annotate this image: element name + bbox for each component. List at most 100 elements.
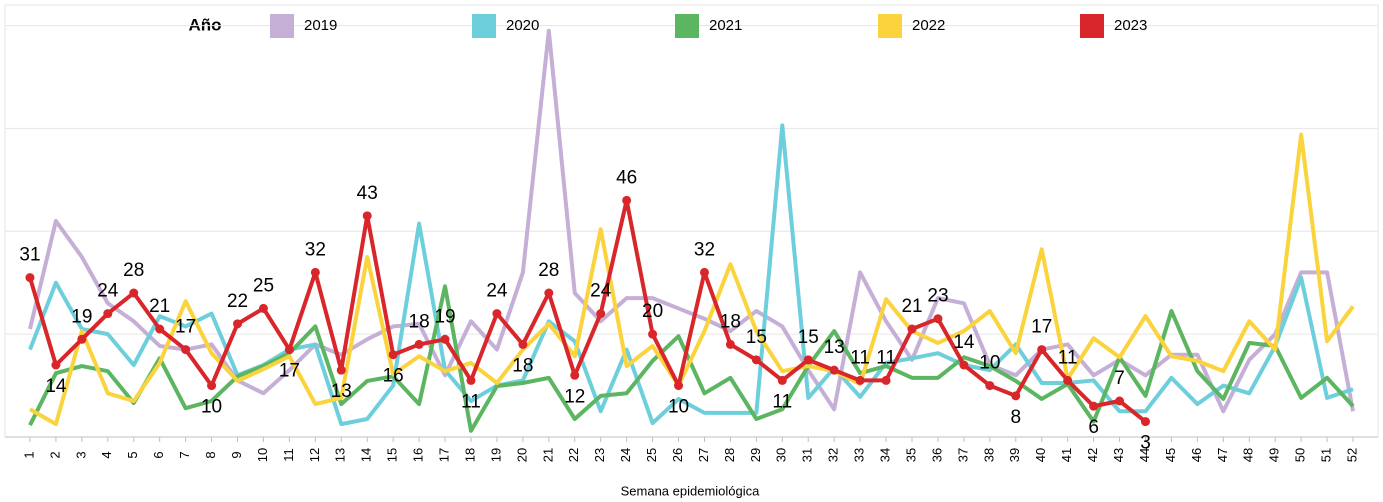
data-label: 24 — [97, 281, 119, 302]
data-label: 6 — [1088, 417, 1099, 438]
x-tick-label: 44 — [1137, 448, 1152, 462]
data-label: 22 — [227, 291, 248, 312]
data-point — [129, 288, 139, 298]
data-label: 17 — [279, 361, 300, 382]
data-point — [803, 355, 813, 365]
data-label: 19 — [71, 306, 92, 327]
data-point — [1037, 345, 1047, 355]
data-point — [777, 375, 787, 385]
data-label: 25 — [253, 275, 274, 296]
x-tick-label: 16 — [411, 448, 426, 462]
x-tick-label: 42 — [1085, 448, 1100, 462]
data-point — [518, 339, 528, 349]
data-label: 11 — [772, 391, 792, 412]
data-label: 43 — [357, 183, 378, 204]
legend-label: 2020 — [506, 17, 539, 34]
data-point — [258, 303, 268, 313]
x-tick-label: 8 — [203, 451, 218, 458]
data-label: 16 — [383, 366, 404, 387]
x-tick-label: 28 — [722, 448, 737, 462]
x-tick-label: 31 — [800, 448, 815, 462]
x-tick-label: 7 — [177, 451, 192, 458]
legend-title: Año — [188, 15, 221, 34]
x-tick-label: 23 — [592, 448, 607, 462]
x-tick-label: 1 — [21, 451, 36, 458]
x-tick-label: 30 — [774, 448, 789, 462]
data-label: 15 — [798, 327, 819, 348]
data-point — [155, 324, 165, 334]
data-label: 21 — [901, 296, 922, 317]
data-point — [881, 375, 891, 385]
data-label: 46 — [616, 167, 637, 188]
data-label: 18 — [409, 311, 430, 332]
x-tick-label: 19 — [488, 448, 503, 462]
data-point — [622, 195, 632, 205]
x-tick-label: 10 — [255, 448, 270, 462]
x-tick-label: 36 — [929, 448, 944, 462]
data-label: 17 — [1031, 317, 1052, 338]
data-label: 18 — [720, 311, 741, 332]
x-tick-label: 52 — [1344, 448, 1359, 462]
data-point — [751, 355, 761, 365]
data-point — [51, 360, 61, 370]
data-label: 11 — [461, 391, 481, 412]
data-label: 32 — [694, 239, 715, 260]
data-label: 13 — [331, 381, 352, 402]
x-axis-label: Semana epidemiológica — [621, 483, 761, 498]
data-label: 19 — [434, 306, 455, 327]
x-tick-label: 25 — [644, 448, 659, 462]
series-line — [28, 198, 1147, 424]
data-label: 14 — [953, 332, 975, 353]
data-label: 3 — [1140, 433, 1151, 454]
data-label: 7 — [1114, 368, 1125, 389]
x-tick-label: 29 — [748, 448, 763, 462]
data-label: 10 — [668, 397, 689, 418]
x-tick-label: 34 — [878, 448, 893, 462]
series-line — [28, 123, 1354, 427]
x-tick-label: 33 — [852, 448, 867, 462]
x-tick-label: 27 — [696, 448, 711, 462]
plot-frame — [4, 4, 1379, 438]
data-point — [959, 360, 969, 370]
x-tick-label: 47 — [1215, 448, 1230, 462]
data-label: 14 — [45, 376, 67, 397]
data-label: 32 — [305, 239, 326, 260]
x-tick-label: 12 — [307, 448, 322, 462]
x-tick-label: 51 — [1319, 448, 1334, 462]
x-tick-label: 37 — [955, 448, 970, 462]
x-tick-label: 40 — [1033, 448, 1048, 462]
data-point — [492, 309, 502, 319]
data-label: 21 — [149, 296, 170, 317]
x-tick-label: 9 — [229, 451, 244, 458]
x-tick-label: 26 — [670, 448, 685, 462]
data-point — [699, 267, 709, 277]
data-point — [181, 345, 191, 355]
data-label: 17 — [175, 317, 196, 338]
data-label: 11 — [1058, 347, 1078, 368]
data-point — [907, 324, 917, 334]
data-point — [284, 345, 294, 355]
data-point — [1063, 375, 1073, 385]
data-point — [388, 350, 398, 360]
x-tick-label: 22 — [566, 448, 581, 462]
x-tick-label: 41 — [1059, 448, 1074, 462]
data-point — [1011, 391, 1021, 401]
data-point — [648, 329, 658, 339]
legend-label: 2023 — [1114, 17, 1147, 34]
data-point — [829, 365, 839, 375]
series-line — [28, 28, 1355, 414]
data-point — [310, 267, 320, 277]
data-point — [233, 319, 243, 329]
data-label: 15 — [746, 327, 767, 348]
data-label: 11 — [876, 347, 896, 368]
data-label: 20 — [642, 301, 663, 322]
data-label: 28 — [123, 260, 144, 281]
x-tick-label: 39 — [1007, 448, 1022, 462]
data-point — [1089, 401, 1099, 411]
data-point — [336, 365, 346, 375]
data-point — [985, 381, 995, 391]
data-label: 28 — [538, 260, 559, 281]
x-tick-label: 21 — [540, 448, 555, 462]
series-line — [28, 284, 1355, 433]
